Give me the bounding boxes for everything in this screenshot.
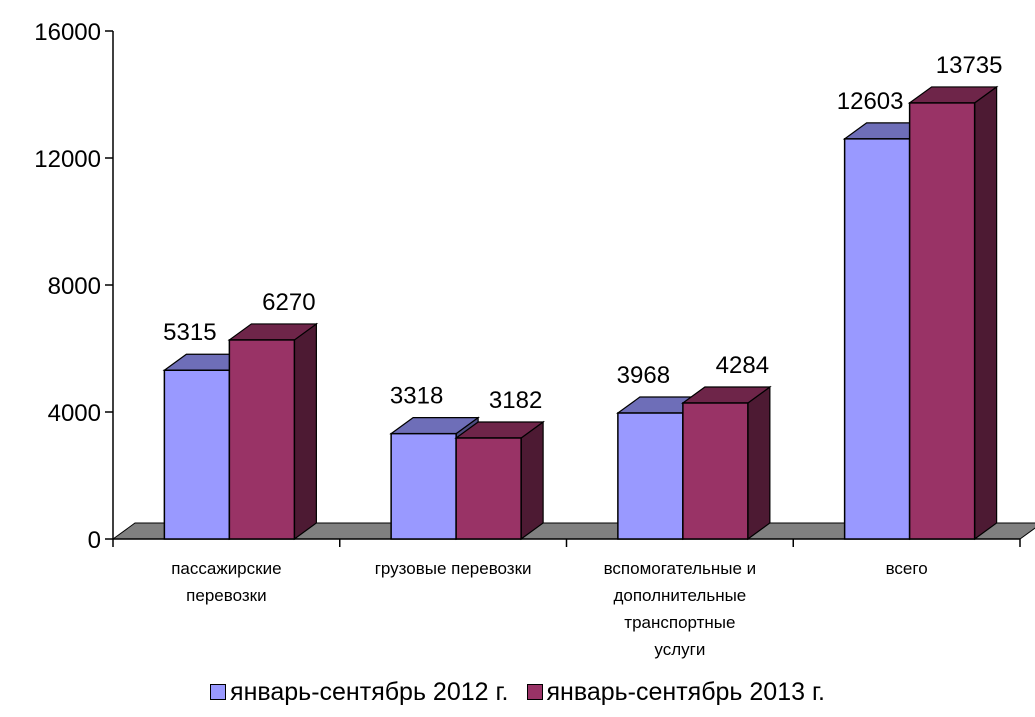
y-tick-label: 0 bbox=[88, 527, 101, 554]
y-tick-label: 4000 bbox=[48, 400, 101, 427]
bar bbox=[617, 412, 684, 540]
data-labels: 5315 6270 3318 3182 3968 4284 12603 13735 bbox=[163, 52, 1002, 414]
data-label: 3318 bbox=[390, 383, 443, 410]
bar-side bbox=[747, 385, 771, 541]
bar bbox=[843, 138, 911, 540]
data-label: 4284 bbox=[716, 352, 769, 379]
category-label: вспомогательные и bbox=[604, 559, 757, 578]
bar bbox=[682, 402, 749, 540]
category-label: пассажирские bbox=[171, 559, 281, 578]
legend-item-2013: январь-сентябрь 2013 г. bbox=[526, 677, 825, 707]
y-tick-label: 16000 bbox=[34, 19, 101, 46]
bar bbox=[228, 339, 296, 540]
bar bbox=[908, 102, 976, 540]
y-tick-label: 12000 bbox=[34, 146, 101, 173]
category-label: дополнительные bbox=[613, 586, 746, 605]
data-label: 5315 bbox=[163, 319, 216, 346]
category-label: грузовые перевозки bbox=[375, 559, 532, 578]
bar-side bbox=[974, 85, 998, 541]
data-label: 6270 bbox=[262, 289, 315, 316]
data-label: 3182 bbox=[489, 387, 542, 414]
legend-swatch-2013 bbox=[526, 684, 543, 700]
legend: январь-сентябрь 2012 г. январь-сентябрь … bbox=[0, 672, 1035, 712]
bar-side bbox=[520, 420, 544, 541]
category-label: услуги bbox=[654, 640, 705, 659]
axes: 0 4000 8000 12000 16000 пассажирские перевозки… bbox=[34, 19, 1021, 659]
category-label: транспортные bbox=[624, 613, 735, 632]
category-label: перевозки bbox=[186, 586, 266, 605]
bar-side bbox=[293, 322, 317, 541]
data-label: 3968 bbox=[617, 362, 670, 389]
bar bbox=[390, 432, 457, 540]
legend-item-2012: январь-сентябрь 2012 г. bbox=[210, 677, 509, 707]
legend-label-2012: январь-сентябрь 2012 г. bbox=[230, 677, 509, 706]
data-label: 13735 bbox=[936, 52, 1003, 79]
bar bbox=[455, 437, 522, 540]
category-label: всего bbox=[886, 559, 928, 578]
bars bbox=[162, 85, 999, 541]
y-tick-label: 8000 bbox=[48, 273, 101, 300]
bar bbox=[163, 369, 231, 540]
legend-swatch-2012 bbox=[210, 684, 227, 700]
legend-label-2013: январь-сентябрь 2013 г. bbox=[546, 677, 825, 706]
data-label: 12603 bbox=[837, 88, 904, 115]
